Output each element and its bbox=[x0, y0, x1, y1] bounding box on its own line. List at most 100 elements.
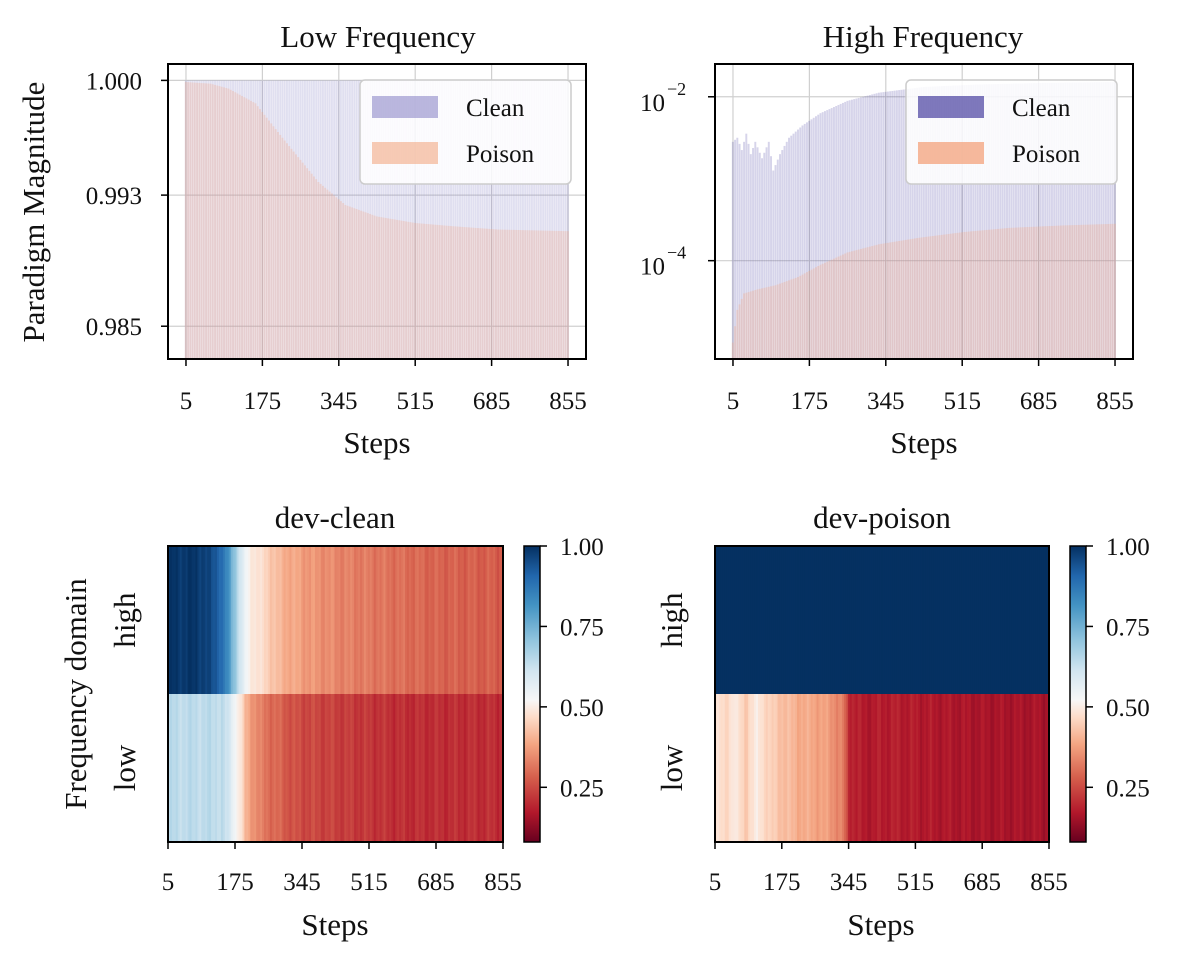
bar bbox=[330, 80, 333, 359]
bar bbox=[375, 216, 378, 359]
heatmap-cell bbox=[303, 694, 306, 842]
heatmap-cell bbox=[424, 546, 428, 694]
bar bbox=[1039, 82, 1042, 359]
bar bbox=[911, 238, 914, 359]
bar bbox=[456, 226, 459, 359]
bar bbox=[465, 80, 468, 359]
bar bbox=[315, 80, 318, 359]
heatmap-cell bbox=[767, 694, 771, 842]
bar bbox=[911, 88, 914, 359]
bar bbox=[200, 80, 203, 359]
heatmap-cell bbox=[440, 546, 443, 694]
bar bbox=[384, 217, 387, 359]
bar bbox=[450, 80, 452, 359]
bar bbox=[389, 218, 392, 359]
heatmap-cell bbox=[959, 694, 962, 842]
heatmap-cell bbox=[493, 694, 496, 842]
bar bbox=[456, 80, 459, 359]
heatmap-cell bbox=[1033, 546, 1036, 694]
heatmap-cell bbox=[828, 546, 831, 694]
heatmap-cell bbox=[838, 546, 841, 694]
bar bbox=[351, 80, 354, 359]
bar bbox=[468, 227, 470, 359]
bar bbox=[1030, 226, 1033, 359]
heatmap-cell bbox=[448, 546, 451, 694]
heatmap-cell bbox=[974, 694, 978, 842]
bar bbox=[1037, 83, 1040, 359]
heatmap-cell bbox=[405, 546, 408, 694]
bar bbox=[268, 80, 270, 359]
heatmap-cell bbox=[841, 546, 845, 694]
heatmap-cell bbox=[720, 694, 724, 842]
bar bbox=[931, 236, 934, 359]
heatmap-cell bbox=[1007, 546, 1011, 694]
bar bbox=[515, 80, 518, 359]
heatmap-cell bbox=[393, 694, 396, 842]
heatmap-cell bbox=[401, 546, 404, 694]
bar bbox=[560, 80, 563, 359]
bar bbox=[1095, 82, 1098, 359]
bar bbox=[348, 80, 351, 359]
heatmap-cell bbox=[937, 546, 941, 694]
bar bbox=[922, 237, 925, 359]
heatmap-cell bbox=[730, 546, 734, 694]
bar bbox=[472, 227, 475, 359]
bar bbox=[477, 228, 479, 359]
heatmap-cell bbox=[185, 694, 189, 842]
dev-poison-colorbar bbox=[1069, 545, 1087, 843]
bar bbox=[290, 148, 293, 359]
heatmap-cell bbox=[820, 546, 824, 694]
heatmap-cell bbox=[857, 694, 861, 842]
bar bbox=[445, 225, 448, 359]
bar bbox=[752, 290, 755, 359]
heatmap-cell bbox=[279, 546, 283, 694]
heatmap-cell bbox=[385, 546, 389, 694]
heatmap-cell bbox=[346, 694, 349, 842]
heatmap-cell bbox=[1000, 546, 1003, 694]
heatmap-cell bbox=[428, 546, 432, 694]
heatmap-cell bbox=[916, 694, 919, 842]
bar bbox=[362, 80, 365, 359]
heatmap-cell bbox=[295, 546, 298, 694]
heatmap-cell bbox=[350, 694, 353, 842]
bar bbox=[761, 288, 764, 359]
heatmap-cell bbox=[752, 694, 755, 842]
bar bbox=[227, 88, 230, 359]
bar bbox=[241, 80, 243, 359]
heatmap-cell bbox=[881, 694, 884, 842]
heatmap-cell bbox=[814, 546, 818, 694]
heatmap-cell bbox=[418, 546, 422, 694]
heatmap-cell bbox=[442, 546, 445, 694]
bar bbox=[290, 80, 293, 359]
dev-poison-row-label-low: low bbox=[654, 744, 689, 791]
bar bbox=[238, 94, 241, 360]
heatmap-cell bbox=[988, 546, 992, 694]
heatmap-cell bbox=[728, 694, 732, 842]
bar bbox=[909, 239, 912, 359]
bar bbox=[247, 80, 250, 359]
bar bbox=[382, 217, 385, 359]
bar bbox=[1008, 83, 1011, 359]
heatmap-cell bbox=[986, 546, 990, 694]
heatmap-cell bbox=[408, 546, 412, 694]
bar bbox=[826, 110, 829, 359]
heatmap-cell bbox=[900, 694, 904, 842]
heatmap-cell bbox=[795, 694, 798, 842]
heatmap-cell bbox=[420, 546, 424, 694]
heatmap-cell bbox=[342, 694, 345, 842]
low-frequency-chart: Low Frequency 1.000 0.993 0.985 5 175 345 515… bbox=[16, 19, 587, 460]
heatmap-cell bbox=[1015, 694, 1019, 842]
bar bbox=[342, 203, 345, 359]
bar bbox=[779, 283, 781, 359]
heatmap-cell bbox=[459, 546, 463, 694]
heatmap-cell bbox=[1009, 546, 1013, 694]
heatmap-cell bbox=[746, 546, 749, 694]
bar bbox=[848, 100, 851, 360]
heatmap-cell bbox=[810, 694, 814, 842]
bar bbox=[557, 80, 560, 359]
bar bbox=[913, 88, 916, 359]
bar bbox=[823, 111, 826, 359]
legend-label-poison: Poison bbox=[1012, 141, 1081, 168]
heatmap-cell bbox=[1027, 694, 1031, 842]
bar bbox=[256, 80, 259, 359]
